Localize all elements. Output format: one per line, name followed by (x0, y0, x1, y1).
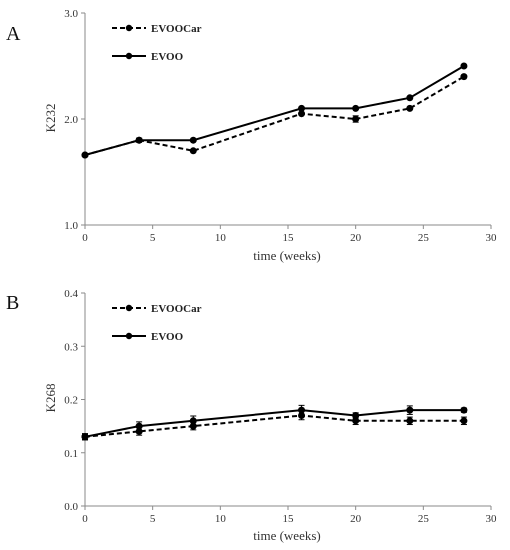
x-tick-label: 10 (215, 513, 227, 525)
data-point-evoo (406, 406, 414, 414)
data-point-evoocar (406, 104, 414, 112)
data-point-evoo (352, 104, 360, 112)
data-point-evoocar (189, 147, 197, 155)
data-point-evoo (460, 62, 468, 70)
legend-label-evoo: EVOO (151, 51, 184, 63)
x-tick-label: 20 (350, 513, 362, 525)
data-point-evoocar (189, 422, 197, 430)
x-tick-label: 5 (150, 513, 156, 525)
data-point-evoo (406, 94, 414, 102)
data-point-evoo (298, 406, 306, 414)
data-point-evoo (298, 104, 306, 112)
y-tick-label: 0.0 (64, 501, 78, 513)
data-point-evoo (460, 406, 468, 414)
data-point-evoo (135, 422, 143, 430)
legend-label-evoocar: EVOOCar (151, 303, 202, 315)
plot-area-b: 0.0 0.1 0.2 0.3 0.4 0 5 10 15 20 25 30 EVOOCar EVOO (64, 288, 497, 525)
legend-marker-evoocar (125, 304, 133, 312)
y-tick-label: 0.1 (64, 448, 78, 460)
y-tick-label: 0.2 (64, 395, 78, 407)
data-point-evoo (189, 417, 197, 425)
y-tick-label: 1.0 (64, 220, 78, 232)
data-point-evoocar (460, 417, 468, 425)
y-tick-label: 2.0 (64, 114, 78, 126)
legend-marker-evoocar (125, 24, 133, 32)
legend-label-evoocar: EVOOCar (151, 23, 202, 35)
x-tick-label: 25 (418, 513, 430, 525)
y-tick-label: 3.0 (64, 8, 78, 20)
y-axis-label-b: K268 (43, 384, 58, 413)
x-tick-label: 0 (82, 232, 88, 244)
x-tick-label: 10 (215, 232, 227, 244)
x-tick-label: 20 (350, 232, 362, 244)
y-tick-label: 0.3 (64, 341, 78, 353)
legend-marker-evoo (125, 332, 133, 340)
data-point-evoo (352, 411, 360, 419)
data-point-evoocar (352, 115, 360, 123)
data-point-evoo (135, 136, 143, 144)
chart-panel-b: B K268 time (weeks) 0.0 0.1 0.2 0.3 0.4 0 5 10 1… (6, 288, 497, 543)
x-tick-label: 30 (486, 513, 498, 525)
data-point-evoocar (135, 427, 143, 435)
plot-area-a: 1.0 2.0 3.0 0 5 10 15 20 25 30 EVOOCar EVOO (64, 8, 497, 244)
data-point-evoo (189, 136, 197, 144)
data-point-evoocar (352, 417, 360, 425)
x-tick-label: 15 (283, 232, 295, 244)
legend-marker-evoo (125, 52, 133, 60)
x-tick-label: 15 (283, 513, 295, 525)
data-point-evoocar (460, 73, 468, 81)
x-axis-label-b: time (weeks) (253, 528, 321, 543)
data-point-evoocar (298, 110, 306, 118)
x-tick-label: 25 (418, 232, 430, 244)
x-tick-label: 5 (150, 232, 156, 244)
legend-label-evoo: EVOO (151, 331, 184, 343)
x-tick-label: 30 (486, 232, 498, 244)
chart-panel-a: A K232 time (weeks) 1.0 2.0 3.0 0 5 10 15 20 25 3… (6, 8, 497, 263)
data-point-evoo (81, 433, 89, 441)
y-axis-label-a: K232 (43, 104, 58, 133)
x-axis-label-a: time (weeks) (253, 248, 321, 263)
panel-label-a: A (6, 23, 21, 45)
panel-label-b: B (6, 292, 19, 314)
data-point-evoocar (298, 411, 306, 419)
x-tick-label: 0 (82, 513, 88, 525)
data-point-evoo (81, 151, 89, 159)
y-tick-label: 0.4 (64, 288, 78, 300)
data-point-evoocar (406, 417, 414, 425)
